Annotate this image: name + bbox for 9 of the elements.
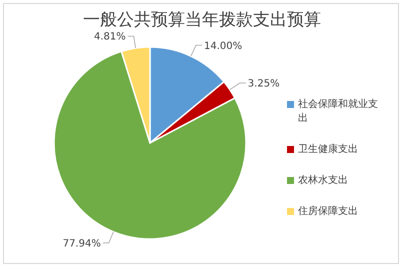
legend-label: 农林水支出 [298, 174, 348, 188]
legend-label: 社会保障和就业支出 [298, 98, 379, 126]
data-label: 4.81% [94, 32, 126, 43]
data-label: 14.00% [204, 40, 242, 52]
chart-title: 一般公共预算当年拨款支出预算 [82, 9, 322, 31]
legend-label: 卫生健康支出 [298, 143, 358, 157]
data-label: 77.94% [62, 238, 101, 250]
legend-label: 住房保障支出 [298, 205, 358, 219]
data-label: 3.25% [248, 78, 280, 90]
